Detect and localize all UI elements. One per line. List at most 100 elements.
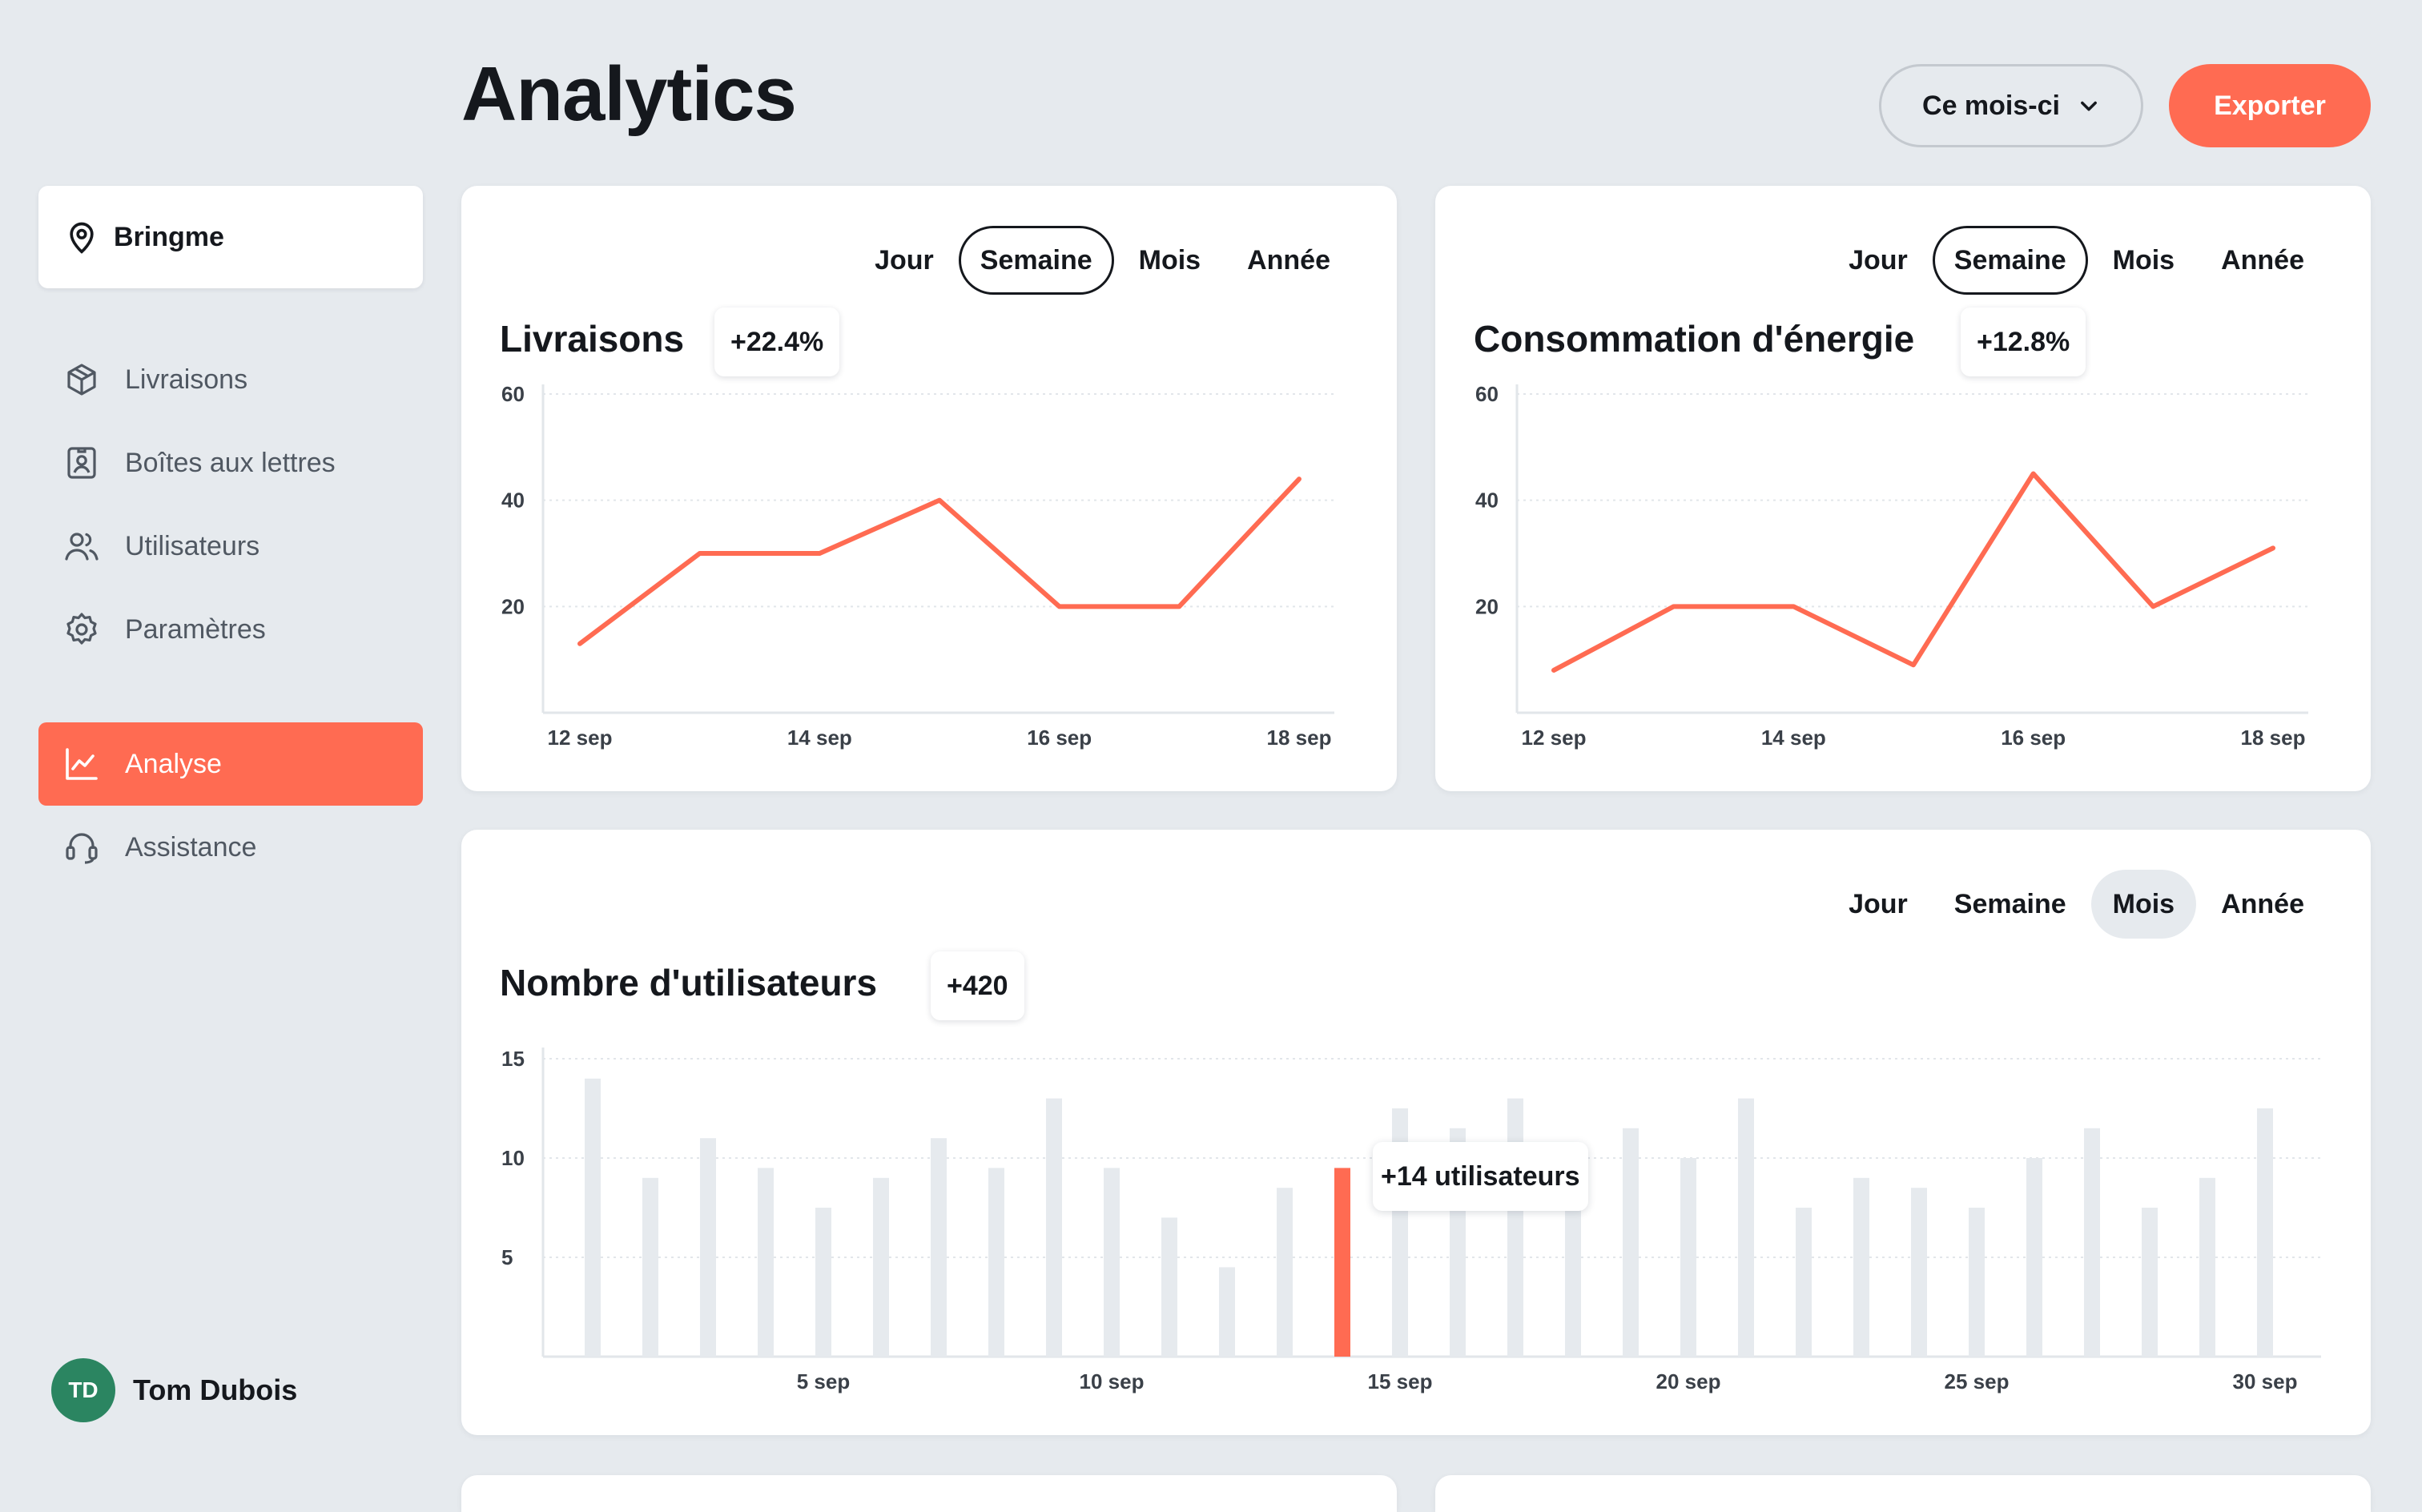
tab-jour[interactable]: Jour — [1849, 244, 1908, 275]
tab-mois[interactable]: Mois — [2112, 244, 2175, 275]
sidebar-item-label: Assistance — [125, 831, 257, 863]
tab-semaine[interactable]: Semaine — [958, 226, 1114, 295]
x-tick-label: 18 sep — [2241, 726, 2306, 750]
bar[interactable] — [700, 1138, 716, 1357]
user-profile[interactable]: TD Tom Dubois — [51, 1358, 297, 1422]
x-tick-label: 14 sep — [787, 726, 852, 750]
bar[interactable] — [1507, 1098, 1523, 1357]
y-tick-label: 10 — [501, 1146, 525, 1170]
tab-semaine[interactable]: Semaine — [1932, 226, 2088, 295]
line-chart-icon — [66, 748, 98, 780]
period-selector: Jour Semaine Mois Année — [853, 226, 1352, 295]
bar[interactable] — [1853, 1177, 1869, 1357]
tab-annee[interactable]: Année — [2221, 888, 2304, 919]
headset-icon — [66, 833, 98, 864]
sidebar-item-boites[interactable]: Boîtes aux lettres — [38, 421, 423, 505]
series-line — [577, 477, 1302, 646]
bar[interactable] — [2084, 1128, 2100, 1357]
x-tick-label: 14 sep — [1761, 726, 1826, 750]
bar[interactable] — [931, 1138, 947, 1357]
period-selector: Jour Semaine Mois Année — [1827, 226, 2326, 295]
tab-mois[interactable]: Mois — [2090, 870, 2197, 939]
tab-annee[interactable]: Année — [1247, 244, 1330, 275]
bar[interactable] — [1046, 1098, 1062, 1357]
x-tick-label: 16 sep — [2001, 726, 2066, 750]
sidebar-item-utilisateurs[interactable]: Utilisateurs — [38, 505, 423, 588]
bar[interactable] — [1969, 1208, 1985, 1357]
sidebar-item-label: Boîtes aux lettres — [125, 447, 336, 478]
bar[interactable] — [642, 1177, 658, 1357]
delta-badge: +22.4% — [714, 308, 840, 376]
sidebar-item-parametres[interactable]: Paramètres — [38, 588, 423, 671]
sidebar-item-label: Utilisateurs — [125, 530, 260, 561]
date-range-dropdown[interactable]: Ce mois-ci — [1879, 64, 2143, 147]
chart-tooltip: +14 utilisateurs — [1373, 1142, 1588, 1211]
x-tick-label: 15 sep — [1368, 1369, 1433, 1393]
bar[interactable] — [1911, 1188, 1927, 1357]
bar[interactable] — [1565, 1168, 1581, 1357]
delta-badge: +420 — [931, 951, 1024, 1020]
bar[interactable] — [1738, 1098, 1754, 1357]
bar[interactable] — [2257, 1108, 2273, 1357]
bar[interactable] — [815, 1208, 831, 1357]
energy-card: Jour Semaine Mois Année Consommation d'é… — [1435, 186, 2371, 791]
bar[interactable] — [873, 1177, 889, 1357]
bar[interactable] — [1161, 1217, 1177, 1357]
bar[interactable] — [1796, 1208, 1812, 1357]
x-tick-label: 12 sep — [1522, 726, 1587, 750]
bar[interactable] — [1219, 1267, 1235, 1357]
users-bar-chart: 5 10 15 5 sep 10 sep 15 sep 20 sep 25 sep 30 sep — [501, 1047, 2321, 1393]
users-card: Jour Semaine Mois Année Nombre d'utilisa… — [461, 830, 2371, 1435]
tab-annee[interactable]: Année — [2221, 244, 2304, 275]
tab-mois[interactable]: Mois — [1138, 244, 1201, 275]
y-tick-label: 40 — [1475, 489, 1499, 513]
y-tick-label: 15 — [501, 1047, 525, 1071]
bar[interactable] — [988, 1168, 1004, 1357]
bar[interactable] — [1680, 1158, 1696, 1357]
sidebar-item-label: Paramètres — [125, 613, 266, 645]
partial-card-right — [1435, 1475, 2371, 1512]
date-range-label: Ce mois-ci — [1922, 90, 2060, 121]
bar[interactable] — [1277, 1188, 1293, 1357]
sidebar-item-livraisons[interactable]: Livraisons — [38, 338, 423, 421]
y-tick-label: 60 — [501, 382, 525, 406]
bar[interactable] — [1623, 1128, 1639, 1357]
location-pin-icon — [70, 222, 94, 254]
export-button[interactable]: Exporter — [2169, 64, 2371, 147]
gear-icon — [66, 613, 97, 645]
page-title: Analytics — [461, 51, 797, 137]
x-tick-label: 25 sep — [1945, 1369, 2010, 1393]
chevron-down-icon — [2081, 101, 2097, 111]
package-icon — [67, 364, 96, 396]
card-title: Nombre d'utilisateurs — [500, 962, 878, 1003]
bar[interactable] — [1104, 1168, 1120, 1357]
tab-jour[interactable]: Jour — [1849, 888, 1908, 919]
x-tick-label: 16 sep — [1027, 726, 1092, 750]
y-tick-label: 20 — [1475, 594, 1499, 618]
sidebar-item-assistance[interactable]: Assistance — [38, 806, 423, 889]
y-tick-label: 40 — [501, 489, 525, 513]
bar[interactable] — [585, 1078, 601, 1357]
avatar: TD — [51, 1358, 115, 1422]
bar[interactable] — [2026, 1158, 2042, 1357]
x-tick-label: 30 sep — [2233, 1369, 2298, 1393]
energy-line-chart: 20 40 60 12 sep 14 sep 16 sep 18 sep — [1475, 382, 2308, 750]
users-icon — [65, 533, 99, 561]
deliveries-card: Jour Semaine Mois Année Livraisons +22.4… — [461, 186, 1397, 791]
bar-highlighted[interactable] — [1334, 1168, 1350, 1357]
location-selector[interactable]: Bringme — [38, 186, 423, 288]
tab-semaine[interactable]: Semaine — [1953, 888, 2066, 919]
sidebar-item-analyse[interactable]: Analyse — [38, 722, 423, 806]
tab-jour[interactable]: Jour — [875, 244, 934, 275]
mailbox-badge-icon — [67, 447, 96, 479]
x-tick-label: 5 sep — [797, 1369, 851, 1393]
bar[interactable] — [758, 1168, 774, 1357]
bar[interactable] — [2199, 1177, 2215, 1357]
deliveries-line-chart: 20 40 60 12 sep 14 sep 16 sep 18 sep — [501, 382, 1334, 750]
sidebar-item-label: Analyse — [125, 748, 222, 779]
period-selector: Jour Semaine Mois Année — [1827, 870, 2326, 939]
x-tick-label: 12 sep — [548, 726, 613, 750]
y-tick-label: 20 — [501, 594, 525, 618]
bar[interactable] — [2142, 1208, 2158, 1357]
y-tick-label: 60 — [1475, 382, 1499, 406]
